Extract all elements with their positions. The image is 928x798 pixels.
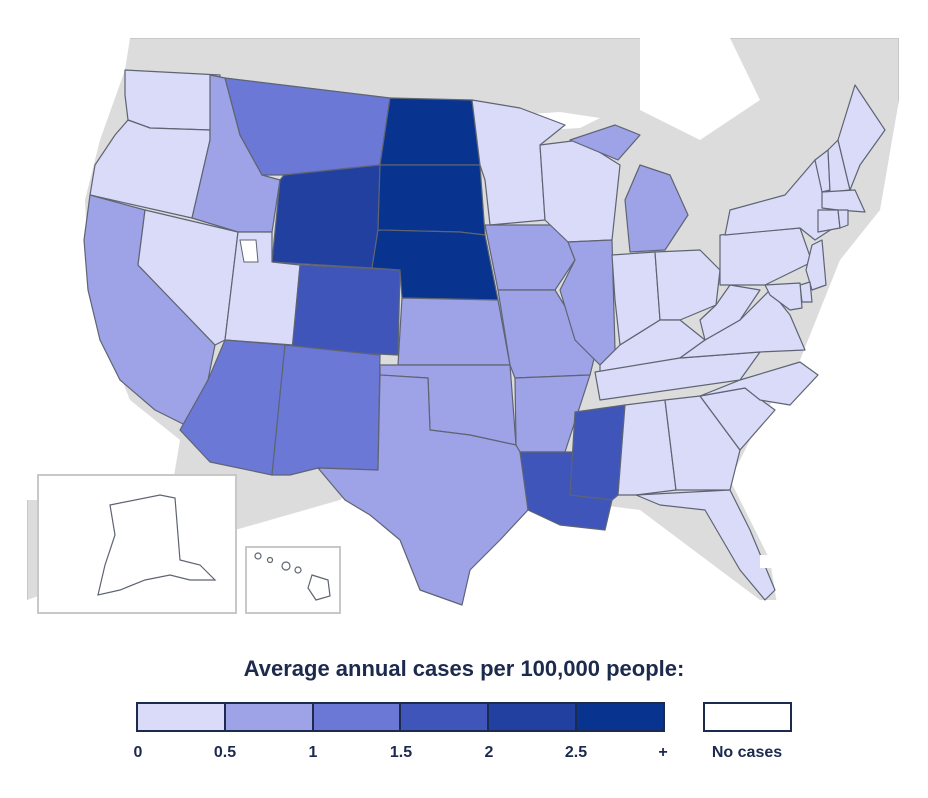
atlantic-ocean [730, 100, 899, 623]
legend-tick: 1.5 [389, 744, 413, 761]
hudson-bay [640, 38, 760, 140]
state-north-carolina [699, 361, 819, 406]
state-virginia [679, 289, 806, 359]
legend-swatch [489, 704, 578, 730]
state-washington [124, 69, 221, 131]
state-alabama [617, 399, 677, 496]
state-colorado [291, 264, 401, 356]
state-new-jersey [805, 239, 827, 291]
legend-swatch [313, 704, 402, 730]
state-wyoming [271, 164, 381, 269]
state-iowa [484, 224, 576, 291]
no-cases-patch-florida [760, 555, 772, 568]
pacific-ocean [27, 38, 180, 500]
legend-color-scale [136, 702, 665, 732]
legend-title: Average annual cases per 100,000 people: [243, 656, 685, 681]
state-kansas [397, 297, 511, 366]
legend-no-cases-swatch [703, 702, 792, 732]
states-layer [83, 69, 886, 606]
map [27, 38, 899, 623]
legend-swatch [138, 704, 226, 730]
legend-swatch [401, 704, 490, 730]
state-massachusetts [821, 189, 866, 213]
legend-tick: 2.5 [564, 744, 588, 761]
state-florida [635, 489, 776, 601]
legend-swatch [225, 704, 314, 730]
state-maine [837, 84, 886, 191]
state-alaska [97, 494, 217, 596]
state-connecticut [817, 209, 841, 233]
state-maryland [764, 282, 803, 311]
state-rhode-island [837, 209, 849, 229]
state-hawaii [254, 552, 331, 601]
state-mississippi [569, 404, 626, 501]
legend-tick: 0 [133, 744, 143, 761]
state-georgia [664, 395, 741, 491]
state-tennessee [594, 351, 761, 401]
legend-tick: 2 [484, 744, 494, 761]
legend-tick: + [658, 744, 668, 761]
state-michigan-up [569, 124, 641, 161]
state-south-dakota [377, 164, 486, 236]
state-texas [317, 374, 529, 606]
legend-no-cases-label: No cases [711, 744, 783, 761]
state-michigan [624, 164, 689, 253]
legend-tick: 1 [308, 744, 318, 761]
state-north-dakota [379, 97, 481, 166]
legend-swatch [577, 704, 663, 730]
state-new-mexico [271, 344, 381, 476]
no-cases-patch-utah [239, 239, 259, 263]
state-nevada [137, 209, 239, 346]
legend-tick: 0.5 [213, 744, 237, 761]
